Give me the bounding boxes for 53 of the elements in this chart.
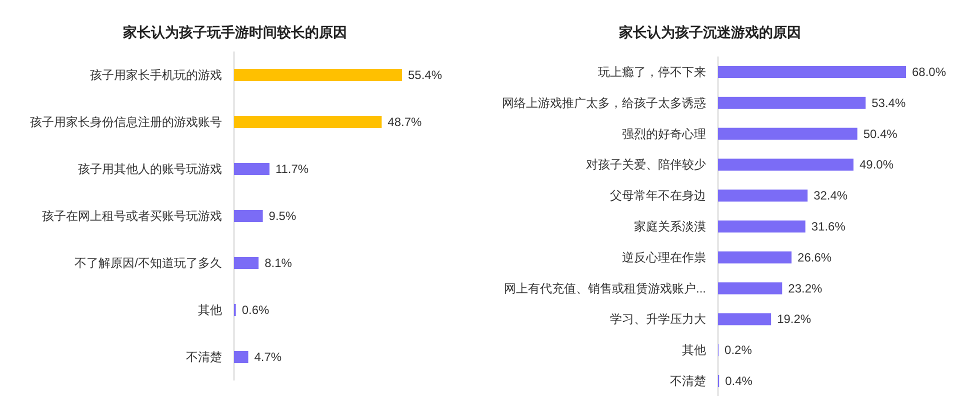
y-tick-label: 孩子在网上租号或者买账号玩游戏: [42, 209, 222, 223]
bar: [718, 128, 858, 140]
data-label: 53.4%: [872, 96, 906, 110]
data-label: 31.6%: [811, 220, 846, 234]
y-tick-label: 玩上瘾了，停不下来: [598, 65, 706, 79]
bar: [718, 66, 906, 78]
y-tick-label: 家庭关系淡漠: [634, 220, 706, 234]
bar: [234, 257, 259, 269]
y-tick-label: 学习、升学压力大: [610, 312, 706, 326]
y-tick-label: 其他: [682, 343, 706, 358]
data-label: 48.7%: [388, 115, 422, 129]
bar: [718, 190, 808, 202]
y-tick-label: 逆反心理在作祟: [622, 250, 706, 264]
data-label: 50.4%: [863, 126, 898, 141]
data-label: 32.4%: [814, 188, 848, 203]
data-label: 0.2%: [724, 343, 752, 358]
bar: [234, 116, 382, 128]
y-tick-label: 孩子用其他人的账号玩游戏: [78, 162, 222, 176]
data-label: 55.4%: [408, 68, 442, 82]
bar: [234, 163, 270, 175]
data-label: 68.0%: [912, 65, 946, 79]
data-label: 8.1%: [264, 256, 292, 270]
y-tick-label: 孩子用家长身份信息注册的游戏账号: [30, 115, 222, 129]
chart-title: 家长认为孩子沉迷游戏的原因: [618, 24, 801, 40]
data-label: 11.7%: [275, 162, 309, 176]
bar: [718, 96, 866, 109]
bar: [234, 69, 402, 81]
bar: [234, 351, 248, 363]
bar: [718, 220, 806, 232]
bar: [234, 210, 263, 222]
bar: [718, 251, 792, 264]
data-label: 19.2%: [777, 312, 812, 326]
data-label: 4.7%: [254, 350, 282, 364]
data-label: 0.6%: [242, 303, 270, 317]
bar: [718, 313, 772, 326]
y-tick-label: 网络上游戏推广太多，给孩子太多诱惑: [502, 96, 706, 110]
chart-title: 家长认为孩子玩手游时间较长的原因: [122, 24, 347, 40]
y-tick-label: 不了解原因/不知道玩了多久: [74, 256, 222, 270]
y-tick-label: 网上有代充值、销售或租赁游戏账户...: [504, 281, 706, 296]
y-tick-label: 不清楚: [186, 350, 222, 364]
y-tick-label: 父母常年不在身边: [610, 188, 706, 203]
data-label: 23.2%: [788, 281, 822, 296]
data-label: 0.4%: [725, 374, 753, 388]
data-label: 9.5%: [268, 209, 296, 223]
y-tick-label: 不清楚: [670, 374, 706, 388]
data-label: 26.6%: [798, 250, 832, 264]
data-label: 49.0%: [859, 158, 894, 172]
y-tick-label: 孩子用家长手机玩的游戏: [90, 68, 222, 82]
y-tick-label: 其他: [198, 303, 222, 317]
y-tick-label: 对孩子关爱、陪伴较少: [586, 158, 706, 172]
y-tick-label: 强烈的好奇心理: [622, 126, 706, 141]
bar: [718, 282, 782, 294]
bar: [718, 158, 854, 171]
